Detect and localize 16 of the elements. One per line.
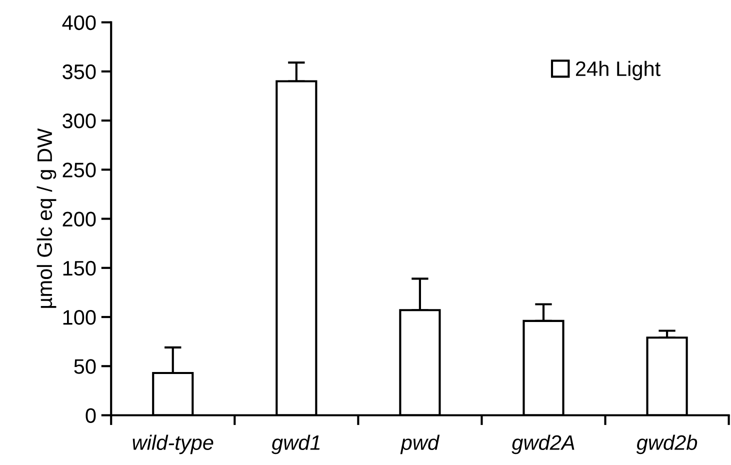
y-tick-label: 400 xyxy=(62,15,96,30)
x-tick-label: gwd1 xyxy=(272,434,320,454)
x-tick-label: pwd xyxy=(400,434,440,454)
x-tick-label: gwd2b xyxy=(636,434,698,454)
y-tick-label: 300 xyxy=(62,114,96,128)
y-tick-label: 0 xyxy=(86,408,96,423)
y-tick-label: 50 xyxy=(74,359,96,374)
x-tick-label: gwd2A xyxy=(512,434,574,454)
y-axis-title: µmol Glc eq / g DW xyxy=(36,128,56,308)
x-tick-label: wild-type xyxy=(132,434,214,454)
y-tick-label: 150 xyxy=(63,260,96,276)
y-tick-label: 250 xyxy=(62,162,96,178)
y-tick-label: 200 xyxy=(62,212,96,227)
legend-label: 24h Light xyxy=(576,60,660,80)
y-tick-label: 100 xyxy=(63,310,96,325)
y-tick-label: 350 xyxy=(62,64,96,80)
